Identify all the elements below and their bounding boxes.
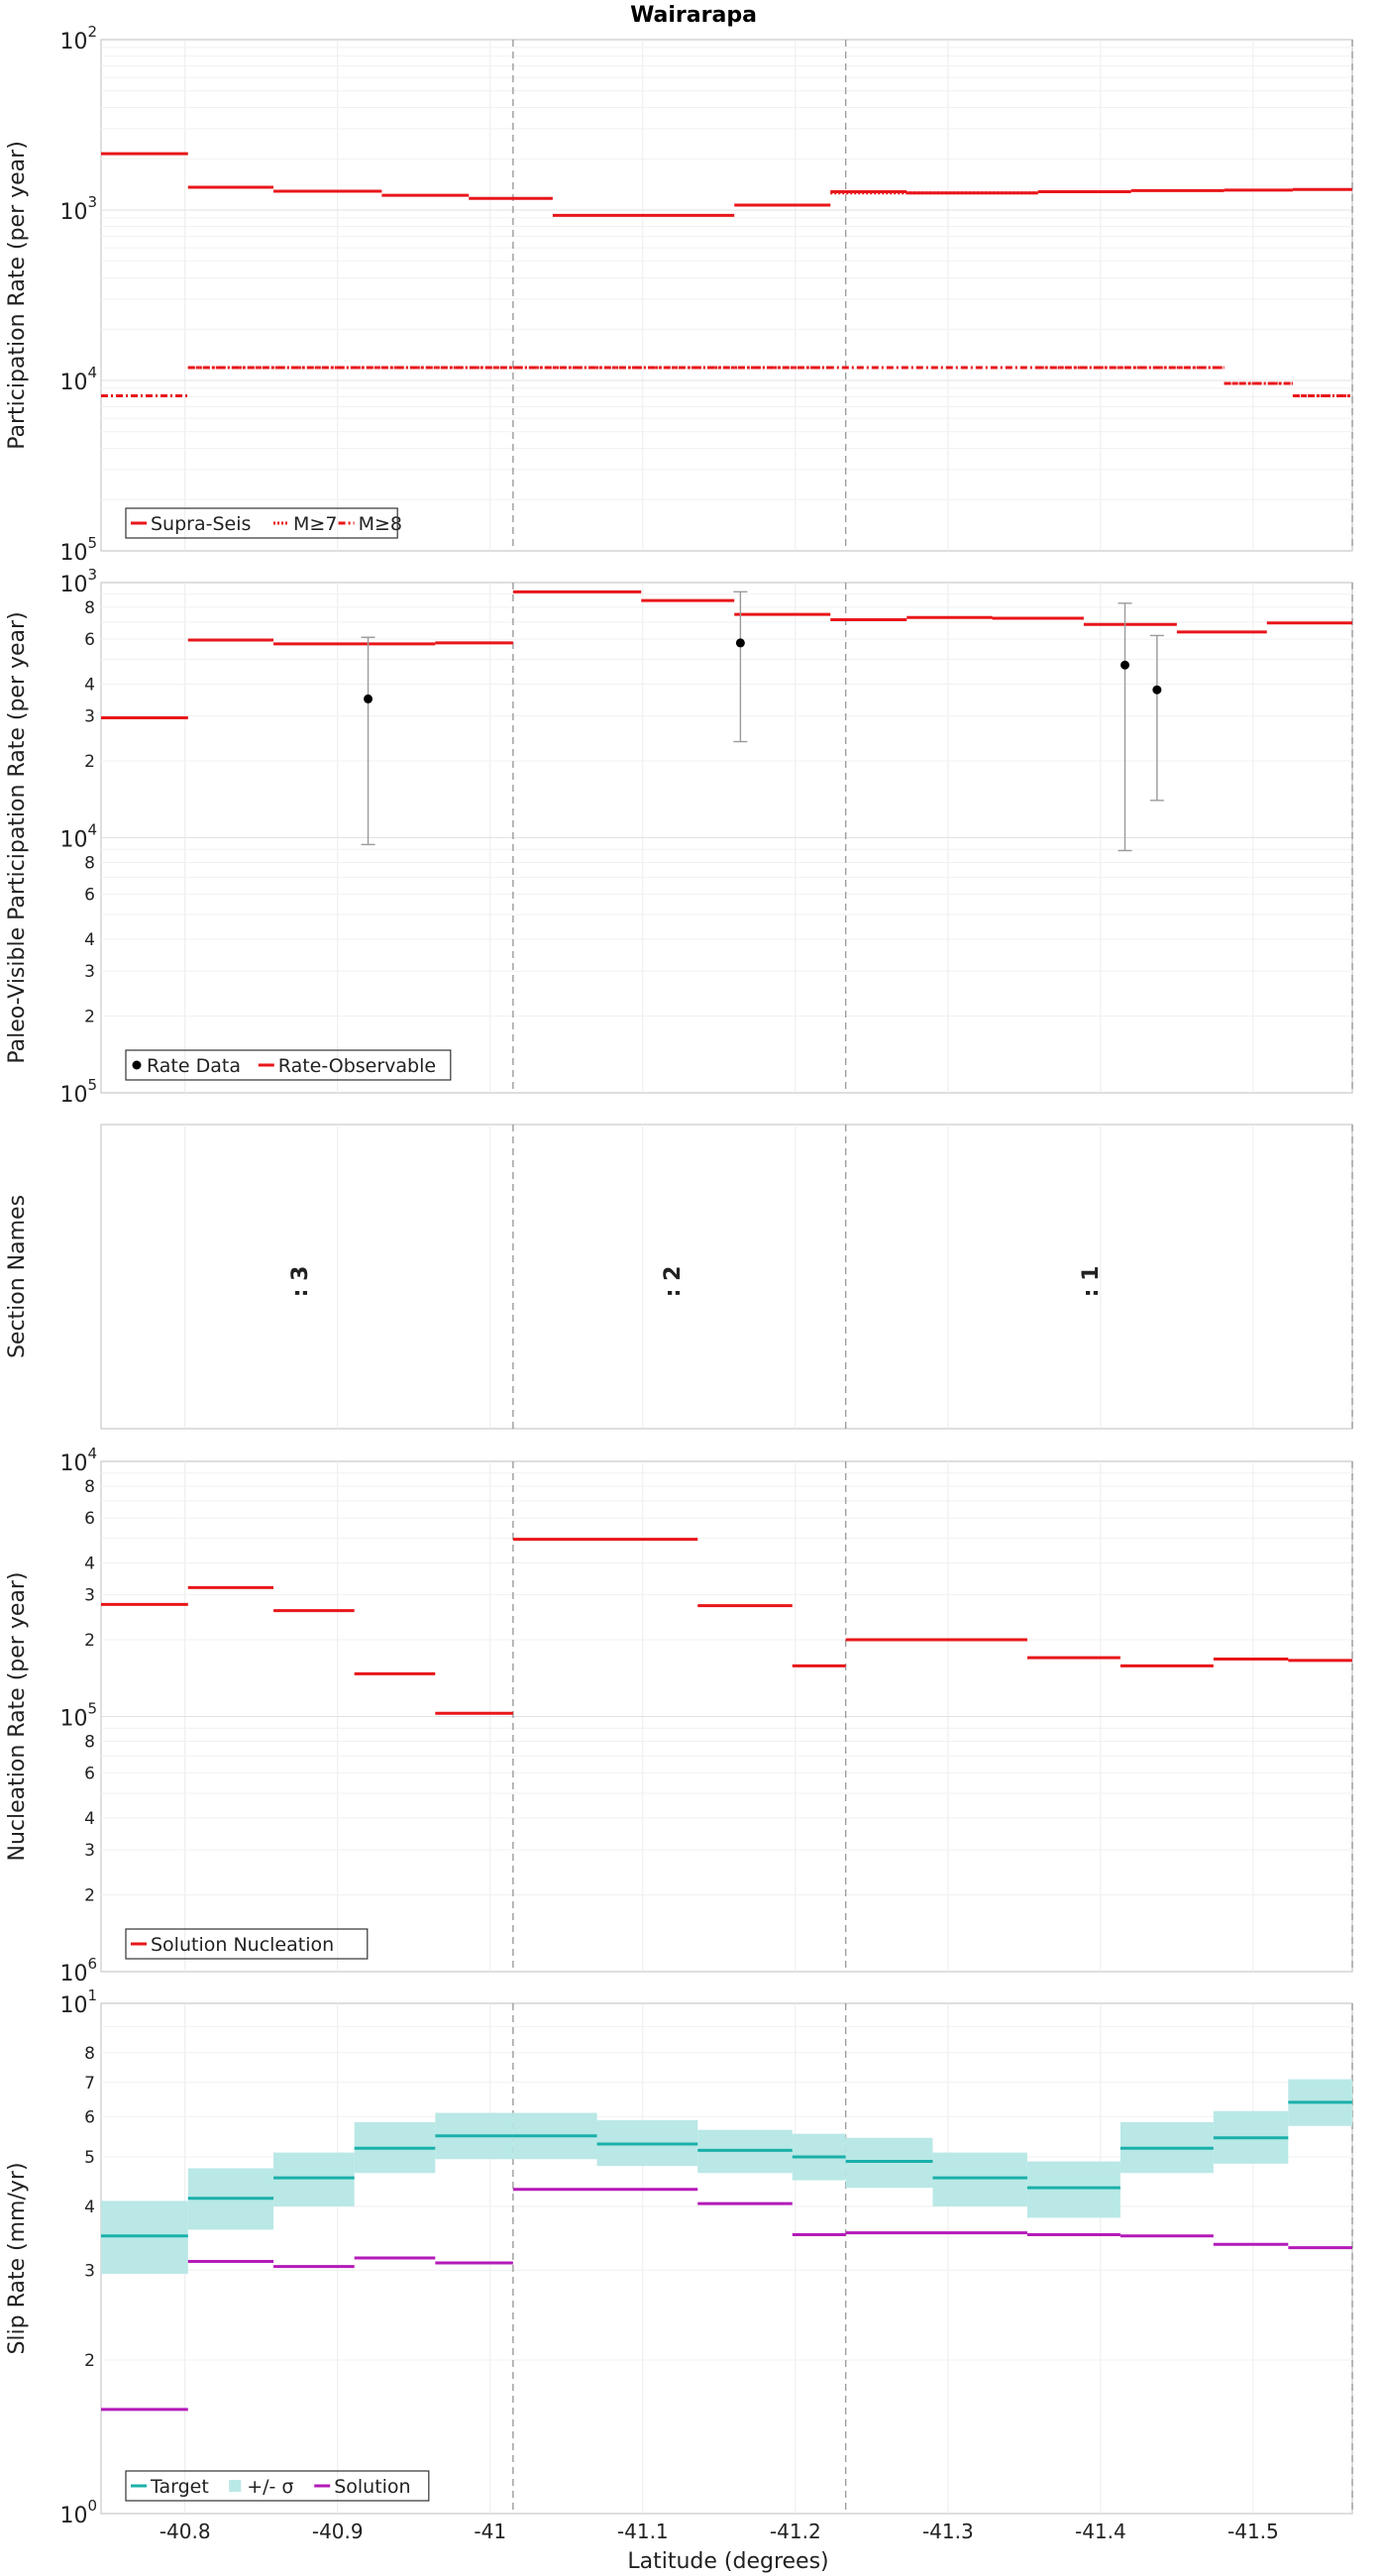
grid	[184, 1125, 1254, 1429]
y-tick-label: 104	[59, 364, 97, 395]
rate-data-point	[1120, 660, 1130, 670]
y-tick-label: 105	[59, 1700, 97, 1732]
y-tick-label: 100	[59, 2497, 97, 2528]
y-minor-tick-label: 3	[84, 707, 95, 727]
y-minor-tick-label: 8	[84, 598, 95, 618]
rate-data-point	[1152, 685, 1162, 695]
plot-frame	[100, 2002, 1353, 2515]
panel-slip: Slip Rate (mm/yr) 101 100 8 7 6 5 4 3 2 Target +/- …	[5, 1986, 1353, 2528]
x-tick-label: -41.1	[617, 2520, 669, 2543]
y-tick-label: 104	[59, 821, 97, 853]
y-minor-tick-label: 2	[84, 1007, 95, 1026]
sigma-band	[932, 2152, 1027, 2206]
y-minor-tick-label: 6	[84, 630, 95, 650]
y-minor-tick-label: 8	[84, 2044, 95, 2064]
x-tick-label: -41.4	[1075, 2520, 1126, 2543]
y-axis-label: Nucleation Rate (per year)	[5, 1572, 30, 1862]
y-tick-label: 105	[59, 1076, 97, 1108]
y-minor-tick-label: 6	[84, 1765, 95, 1784]
y-axis-label: Participation Rate (per year)	[5, 141, 30, 450]
rate-data-point	[364, 694, 373, 703]
y-minor-tick-label: 4	[84, 1809, 95, 1829]
y-minor-tick-label: 8	[84, 1477, 95, 1497]
chart-title: Wairarapa	[630, 3, 757, 28]
y-minor-tick-label: 4	[84, 675, 95, 695]
legend-label: +/- σ	[247, 2476, 293, 2498]
y-axis-label: Section Names	[5, 1195, 30, 1358]
y-tick-label: 102	[59, 23, 97, 54]
y-tick-label: 103	[59, 193, 97, 225]
section-name: : 1	[1079, 1266, 1104, 1298]
y-minor-tick-label: 4	[84, 2198, 95, 2217]
y-tick-label: 103	[59, 566, 97, 597]
legend: Supra-Seis M≥7 M≥8	[125, 507, 402, 539]
legend-box	[125, 2470, 430, 2502]
legend: Rate Data Rate-Observable	[125, 1049, 452, 1081]
plot-frame	[100, 39, 1353, 552]
x-tick-label: -41.5	[1227, 2520, 1279, 2543]
section-name: : 3	[288, 1266, 313, 1298]
y-minor-tick-label: 8	[84, 853, 95, 873]
x-tick-label: -41.3	[922, 2520, 974, 2543]
y-minor-tick-label: 8	[84, 1732, 95, 1752]
x-tick-label: -41.2	[770, 2520, 821, 2543]
y-minor-tick-label: 5	[84, 2148, 95, 2168]
legend: Target +/- σ Solution	[125, 2470, 430, 2502]
legend-box	[125, 507, 398, 539]
y-minor-tick-label: 6	[84, 2107, 95, 2127]
y-minor-tick-label: 6	[84, 1509, 95, 1529]
y-minor-tick-label: 2	[84, 1631, 95, 1651]
y-tick-label: 106	[59, 1955, 97, 1986]
legend-marker-dot	[132, 1060, 142, 1070]
y-minor-tick-label: 2	[84, 1885, 95, 1905]
legend-marker-band	[229, 2480, 242, 2492]
y-minor-tick-label: 3	[84, 1586, 95, 1606]
y-minor-tick-label: 3	[84, 962, 95, 982]
section-name: : 2	[661, 1266, 686, 1298]
legend-label: M≥8	[359, 513, 402, 535]
legend-box	[125, 1928, 369, 1960]
grid	[101, 40, 1352, 551]
y-axis-label: Paleo-Visible Participation Rate (per ye…	[5, 611, 30, 1063]
x-tick-label: -40.9	[312, 2520, 364, 2543]
x-tick-label: -41	[474, 2520, 506, 2543]
y-tick-label: 104	[59, 1445, 97, 1476]
panel-paleo: Paleo-Visible Participation Rate (per ye…	[5, 566, 1353, 1108]
x-axis-label: Latitude (degrees)	[627, 2549, 828, 2574]
y-minor-tick-label: 3	[84, 2261, 95, 2281]
legend-label: Rate Data	[147, 1055, 241, 1077]
panel-nucleation: Nucleation Rate (per year) 104 105 106 8 6 4 3 2…	[5, 1445, 1353, 1986]
y-minor-tick-label: 6	[84, 886, 95, 906]
legend-label: Solution Nucleation	[151, 1934, 334, 1956]
legend-label: Supra-Seis	[151, 513, 251, 535]
x-axis: -40.8 -40.9 -41 -41.1 -41.2 -41.3 -41.4 -41.5	[160, 2520, 1279, 2543]
panel-sections: Section Names : 3 : 2 : 1	[5, 1124, 1353, 1430]
y-minor-tick-label: 4	[84, 930, 95, 950]
y-axis-label: Slip Rate (mm/yr)	[5, 2162, 30, 2354]
panel-participation: Participation Rate (per year) 102 103 104 10…	[5, 23, 1353, 566]
y-minor-tick-label: 3	[84, 1841, 95, 1861]
legend-label: Rate-Observable	[278, 1055, 436, 1077]
legend-box	[125, 1049, 452, 1081]
sigma-band	[1026, 2161, 1120, 2218]
y-minor-tick-label: 2	[84, 2351, 95, 2371]
y-tick-label: 105	[59, 534, 97, 566]
y-minor-tick-label: 4	[84, 1554, 95, 1573]
y-minor-tick-label: 2	[84, 752, 95, 772]
legend-label: M≥7	[293, 513, 337, 535]
legend-label: Solution	[334, 2476, 410, 2498]
legend: Solution Nucleation	[125, 1928, 369, 1960]
plot-frame	[100, 1124, 1353, 1430]
rate-data-point	[735, 638, 745, 648]
grid	[101, 1461, 1352, 1972]
sigma-band	[273, 2152, 355, 2206]
y-tick-label: 101	[59, 1986, 97, 2018]
y-minor-tick-label: 7	[84, 2074, 95, 2093]
legend-label: Target	[150, 2476, 209, 2498]
x-tick-label: -40.8	[160, 2520, 211, 2543]
grid	[101, 583, 1352, 1093]
